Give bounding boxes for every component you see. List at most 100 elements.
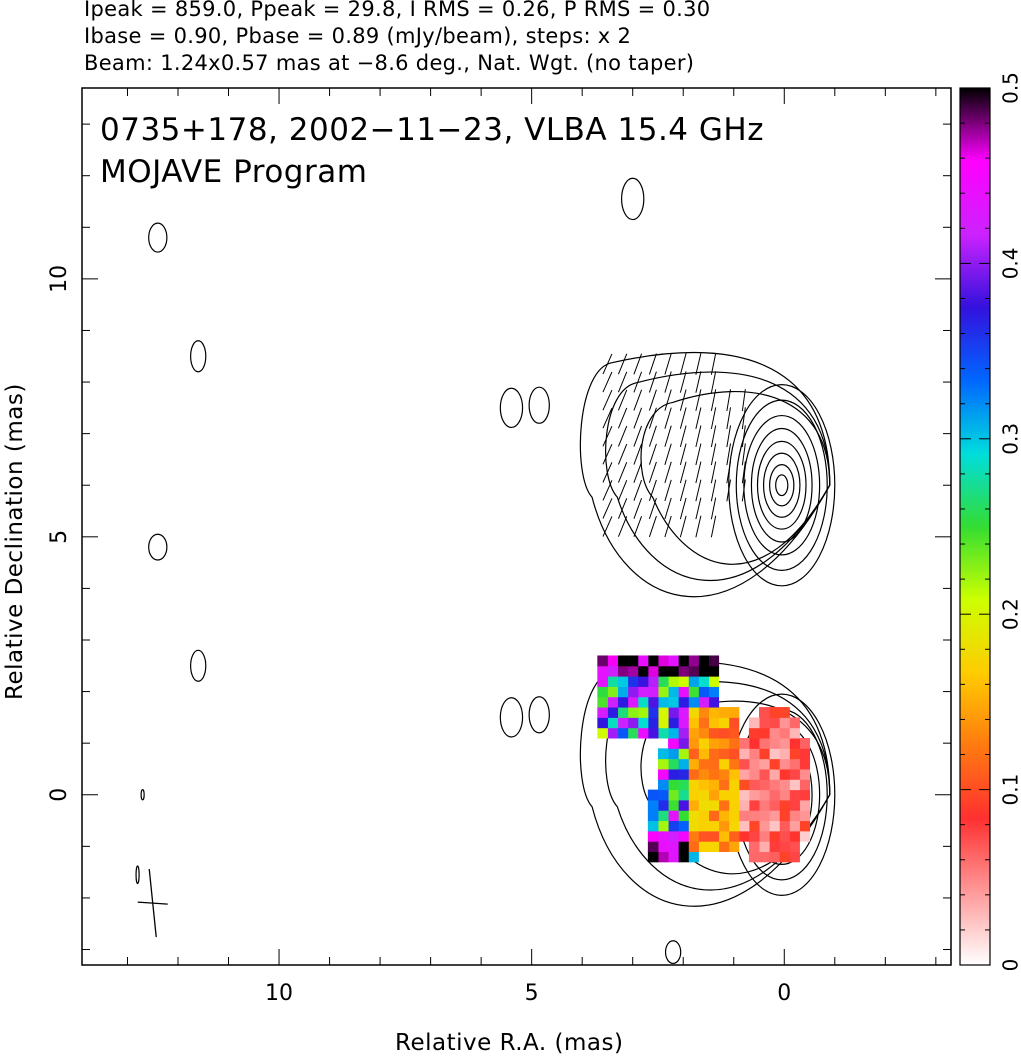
polarization-pixel	[668, 820, 679, 832]
polarization-pixel	[597, 676, 608, 687]
polarization-pixel	[759, 738, 770, 749]
noise-contour	[190, 649, 207, 682]
header-stats-line: Ipeak = 859.0, Ppeak = 29.8, I RMS = 0.2…	[84, 0, 711, 21]
polarization-pixel	[769, 768, 780, 780]
polarization-pixel	[779, 758, 790, 770]
polarization-pixel	[678, 696, 689, 708]
polarization-vector	[617, 371, 628, 393]
polarization-pixel	[678, 717, 689, 729]
polarization-pixel	[698, 696, 709, 708]
polarization-pixel	[688, 768, 699, 780]
polarization-pixel	[647, 727, 659, 739]
polarization-pixel	[708, 717, 720, 729]
polarization-vector	[633, 389, 643, 411]
polarization-pixel	[779, 748, 790, 760]
polarization-pixel	[637, 655, 649, 667]
y-tick-label: 0	[47, 788, 72, 802]
polarization-pixel	[708, 830, 720, 842]
polarization-pixel	[748, 768, 760, 780]
polarization-pixel	[668, 779, 679, 791]
polarization-pixel	[657, 748, 669, 760]
polarization-pixel	[748, 748, 760, 760]
polarization-pixel	[597, 655, 608, 667]
polarization-pixel	[678, 758, 689, 770]
polarization-pixel	[698, 738, 709, 749]
plot-subtitle: MOJAVE Program	[100, 154, 368, 190]
polarization-pixel	[769, 789, 780, 801]
polarization-pixel	[718, 727, 730, 739]
polarization-pixel	[698, 799, 709, 811]
polarization-pixel	[799, 779, 811, 791]
polarization-vector	[664, 515, 672, 538]
polarization-pixel	[789, 810, 800, 822]
polarization-pixel	[617, 707, 629, 718]
y-tick-label: 5	[47, 530, 72, 544]
polarization-vector	[602, 407, 613, 429]
polarization-pixel	[698, 707, 709, 718]
polarization-vector	[648, 479, 657, 501]
polarization-pixel	[698, 841, 709, 853]
polarization-pixel	[637, 686, 649, 698]
polarization-vector	[617, 443, 628, 465]
beam-minor-axis	[137, 901, 168, 905]
polarization-pixel	[668, 717, 679, 729]
polarization-pixel	[759, 810, 770, 822]
lower-side-contour	[499, 697, 524, 738]
upper-side-contour	[499, 387, 524, 429]
polarization-pixel	[738, 820, 750, 832]
polarization-pixel	[597, 665, 608, 677]
polarization-vector	[695, 515, 702, 538]
polarization-vector	[695, 407, 702, 429]
plot-title: 0735+178, 2002−11−23, VLBA 15.4 GHz	[100, 112, 764, 148]
polarization-vector	[679, 497, 687, 520]
polarization-pixel	[748, 779, 760, 791]
polarization-pixel	[678, 841, 689, 853]
polarization-pixel	[597, 707, 608, 718]
polarization-vector	[617, 353, 628, 375]
polarization-pixel	[688, 707, 699, 718]
polarization-pixel	[597, 727, 608, 739]
polarization-pixel	[647, 810, 659, 822]
polarization-pixel	[657, 810, 669, 822]
x-tick-label: 10	[265, 981, 293, 1006]
polarization-pixel	[647, 717, 659, 729]
polarization-vector	[648, 461, 657, 483]
polarization-pixel	[769, 779, 780, 791]
polarization-pixel	[769, 748, 780, 760]
polarization-vector	[648, 425, 657, 447]
polarization-pixel	[678, 686, 689, 698]
polarization-pixel	[748, 851, 760, 863]
noise-contour	[190, 340, 207, 373]
axis-ticks	[82, 88, 951, 965]
polarization-pixel	[769, 738, 780, 749]
polarization-vector	[602, 371, 613, 393]
polarization-vector	[726, 443, 732, 466]
polarization-vector	[617, 480, 628, 501]
polarization-pixel	[759, 830, 770, 842]
polarization-pixel	[728, 841, 740, 853]
polarization-pixel	[647, 707, 659, 718]
polarization-pixel	[688, 717, 699, 729]
polarization-vector	[741, 479, 746, 502]
polarization-pixel	[708, 820, 720, 832]
noise-contour	[664, 940, 682, 965]
polarization-vector	[648, 443, 657, 465]
x-axis-label: Relative R.A. (mas)	[395, 1030, 624, 1056]
polarization-pixel	[799, 799, 811, 811]
polarization-pixel	[789, 779, 800, 791]
polarization-vector	[710, 407, 717, 430]
polarization-pixel	[708, 768, 720, 780]
polarization-pixel	[617, 696, 629, 708]
polarization-pixel	[688, 851, 699, 863]
upper-core-contour	[735, 399, 828, 571]
colorbar-ticks: 0 0.1 0.2 0.3 0.4 0.5	[960, 72, 1021, 971]
polarization-pixel	[718, 717, 730, 729]
polarization-pixel	[789, 789, 800, 801]
polarization-pixel	[779, 707, 790, 718]
polarization-vector	[695, 389, 702, 411]
polarization-pixel	[718, 758, 730, 770]
polarization-pixel	[779, 841, 790, 853]
polarization-vector	[695, 461, 702, 484]
noise-contour	[148, 222, 168, 253]
x-tick-label: 5	[525, 981, 539, 1006]
